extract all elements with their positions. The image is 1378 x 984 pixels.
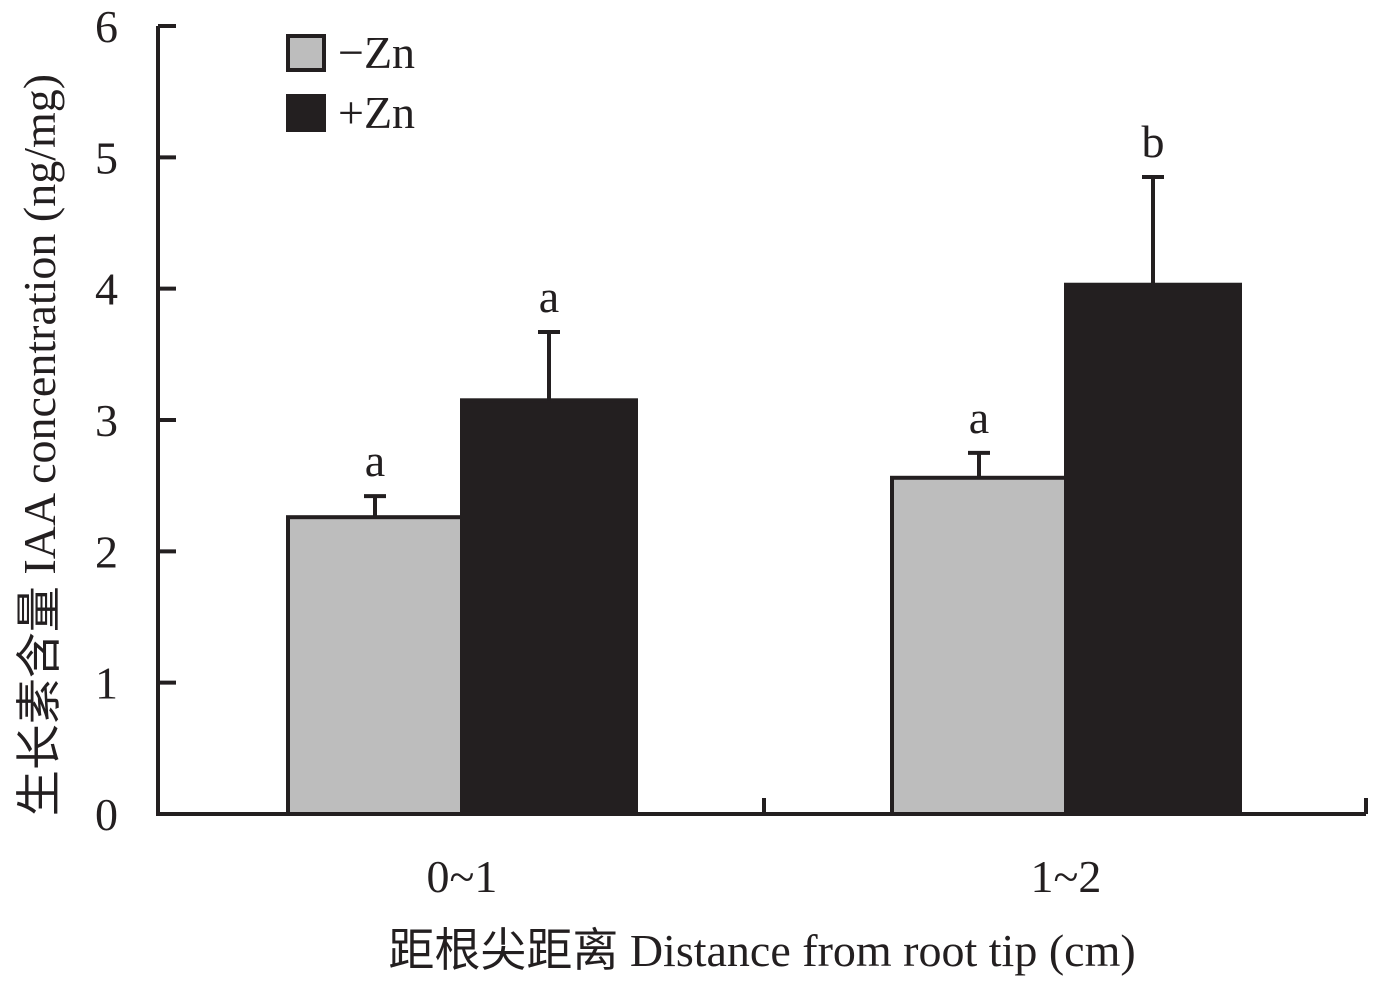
x-tick-label: 1~2 <box>1031 851 1102 902</box>
y-tick-label: 3 <box>95 395 118 446</box>
legend-label: −Zn <box>338 27 415 78</box>
legend-swatch <box>286 94 326 132</box>
y-tick-label: 5 <box>95 132 118 183</box>
bar <box>286 515 464 816</box>
axes-layer: 0~1 1~2 0 1 2 3 4 5 6 <box>95 1 1368 902</box>
bar <box>1064 282 1242 816</box>
bars-layer <box>286 282 1242 816</box>
legend-label: +Zn <box>338 87 415 138</box>
significance-label: b <box>1142 116 1165 167</box>
bar <box>460 398 638 816</box>
y-axis-label: 生长素含量 IAA concentration (ng/mg) <box>14 74 65 816</box>
error-bars-layer <box>364 175 1164 518</box>
x-tick-label: 0~1 <box>427 851 498 902</box>
y-tick-label: 6 <box>95 1 118 52</box>
bar <box>890 475 1068 816</box>
y-tick-label: 2 <box>95 526 118 577</box>
significance-label: a <box>969 392 989 443</box>
legend-swatch <box>286 34 326 72</box>
y-tick-label: 1 <box>95 658 118 709</box>
y-tick-label: 4 <box>95 264 118 315</box>
significance-label: a <box>539 271 559 322</box>
significance-label: a <box>365 435 385 486</box>
y-tick-label: 0 <box>95 789 118 840</box>
significance-labels-layer: a a a b <box>365 116 1165 486</box>
legend: −Zn +Zn <box>286 27 415 138</box>
x-axis-label: 距根尖距离 Distance from root tip (cm) <box>388 925 1135 976</box>
